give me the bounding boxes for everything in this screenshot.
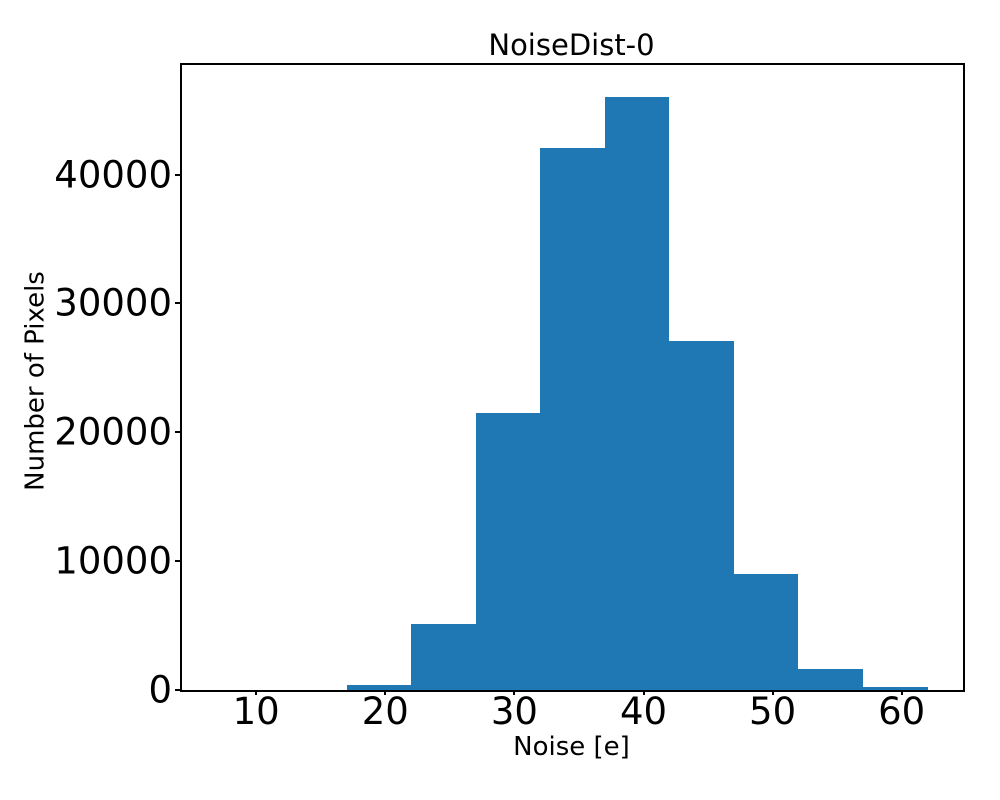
y-tick (175, 173, 180, 176)
histogram-bar (346, 684, 412, 690)
y-tick (175, 560, 180, 563)
y-tick-label: 20000 (54, 410, 172, 454)
x-tick (642, 690, 645, 695)
histogram-bar (540, 147, 605, 690)
histogram-bar (669, 340, 734, 690)
y-tick-label: 40000 (54, 153, 172, 196)
chart-title: NoiseDist-0 (488, 28, 655, 62)
x-tick (384, 690, 387, 695)
x-tick (255, 690, 258, 695)
x-tick (900, 690, 903, 695)
x-tick-label: 30 (490, 690, 538, 733)
histogram-bar (863, 687, 928, 690)
y-tick (175, 302, 180, 305)
x-tick-label: 60 (878, 690, 926, 733)
y-tick-label: 0 (148, 668, 172, 712)
y-tick-label: 10000 (54, 539, 172, 583)
x-tick (513, 690, 516, 695)
x-tick-label: 40 (619, 690, 668, 733)
x-tick-label: 50 (749, 690, 797, 733)
histogram-bar (733, 574, 799, 690)
y-tick-label: 30000 (54, 281, 172, 325)
y-tick (175, 431, 180, 434)
x-tick (771, 690, 774, 695)
x-tick-label: 10 (232, 690, 280, 733)
histogram-bar (411, 624, 476, 690)
plot-area (180, 63, 965, 692)
histogram-bar (475, 412, 541, 690)
y-tick (175, 689, 180, 691)
x-axis-label: Noise [e] (513, 732, 630, 762)
histogram-bar (604, 97, 670, 690)
x-tick-label: 20 (361, 690, 409, 733)
histogram-bar (798, 669, 863, 690)
